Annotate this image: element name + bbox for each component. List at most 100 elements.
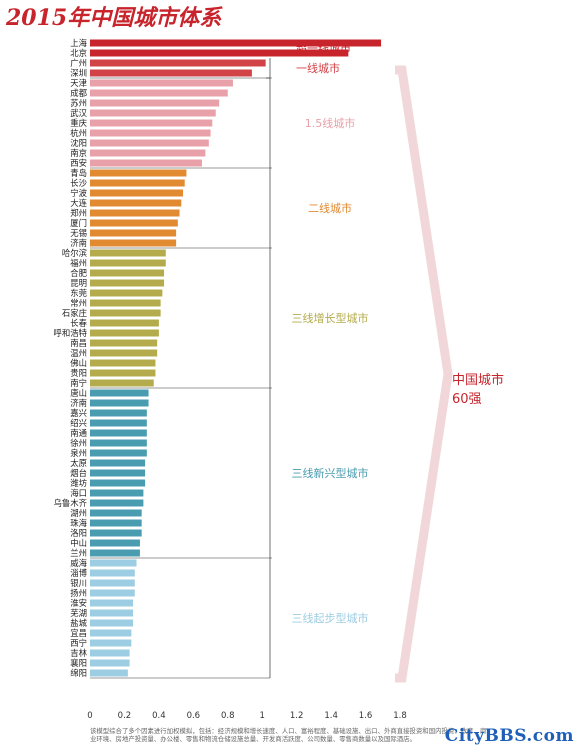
category-label: 绵阳: [70, 668, 87, 678]
category-label: 威海: [70, 558, 87, 568]
bar-哈尔滨: [90, 249, 166, 257]
group-label: 三线起步型城市: [292, 611, 369, 625]
category-label: 湖州: [70, 508, 87, 518]
category-label: 深圳: [70, 68, 87, 78]
category-label: 乌鲁木齐: [54, 498, 88, 508]
bar-杭州: [90, 129, 211, 137]
bar-襄阳: [90, 659, 130, 667]
bar-昆明: [90, 279, 165, 287]
category-label: 贵阳: [70, 368, 87, 378]
bar-贵阳: [90, 369, 156, 377]
category-label: 无锡: [70, 228, 87, 238]
category-label: 南昌: [70, 338, 87, 348]
bar-厦门: [90, 219, 178, 227]
category-label: 天津: [70, 78, 87, 88]
category-label: 成都: [70, 88, 87, 98]
bar-银川: [90, 579, 135, 587]
x-tick-label: 0.6: [187, 711, 201, 721]
category-label: 嘉兴: [70, 408, 87, 418]
bar-济南: [90, 399, 149, 407]
category-label: 绍兴: [70, 418, 87, 428]
category-label: 东莞: [70, 288, 87, 298]
bar-石家庄: [90, 309, 161, 317]
bar-宜昌: [90, 629, 132, 637]
bar-珠海: [90, 519, 142, 527]
bar-佛山: [90, 359, 156, 367]
group-label: 二线城市: [308, 201, 352, 215]
summary-label-line2: 60强: [452, 392, 482, 407]
bar-广州: [90, 59, 266, 67]
bar-淮安: [90, 599, 134, 607]
category-label: 武汉: [70, 108, 87, 118]
bar-兰州: [90, 549, 140, 557]
category-label: 长沙: [70, 178, 87, 188]
category-label: 福州: [70, 258, 87, 268]
category-label: 珠海: [70, 518, 87, 528]
bar-沈阳: [90, 139, 209, 147]
category-label: 南通: [70, 428, 87, 438]
category-label: 太原: [70, 458, 87, 468]
category-label: 盐城: [70, 618, 87, 628]
bar-徐州: [90, 439, 147, 447]
bar-绵阳: [90, 669, 128, 677]
bar-重庆: [90, 119, 213, 127]
category-label: 淮安: [70, 598, 87, 608]
bar-西安: [90, 159, 202, 167]
category-label: 泉州: [70, 448, 87, 458]
bar-成都: [90, 89, 228, 97]
x-tick-label: 1.6: [359, 711, 373, 721]
bar-中山: [90, 539, 140, 547]
bar-无锡: [90, 229, 177, 237]
category-label: 唐山: [70, 388, 87, 398]
group-label: 超一线城市: [296, 41, 351, 55]
category-label: 潍坊: [70, 478, 87, 488]
category-label: 呼和浩特: [54, 328, 88, 338]
bar-唐山: [90, 389, 149, 397]
category-label: 厦门: [70, 218, 87, 228]
bar-盐城: [90, 619, 134, 627]
x-tick-label: 1: [260, 711, 265, 721]
bar-潍坊: [90, 479, 146, 487]
bar-南宁: [90, 379, 154, 387]
bar-嘉兴: [90, 409, 147, 417]
bar-上海: [90, 39, 382, 47]
bar-青岛: [90, 169, 187, 177]
watermark: CityBBS.com: [444, 726, 574, 746]
x-tick-label: 0.4: [152, 711, 166, 721]
category-label: 杭州: [70, 128, 87, 138]
category-label: 徐州: [70, 438, 87, 448]
bar-西宁: [90, 639, 132, 647]
category-label: 佛山: [70, 358, 87, 368]
bar-福州: [90, 259, 166, 267]
bar-威海: [90, 559, 137, 567]
x-tick-label: 0.8: [221, 711, 235, 721]
bar-绍兴: [90, 419, 147, 427]
bar-泉州: [90, 449, 147, 457]
bar-长春: [90, 319, 159, 327]
bar-宁波: [90, 189, 183, 197]
bar-大连: [90, 199, 182, 207]
category-label: 兰州: [70, 548, 87, 558]
bar-北京: [90, 49, 349, 57]
x-tick-label: 0: [87, 711, 92, 721]
category-label: 吉林: [70, 648, 87, 658]
category-label: 淄博: [70, 568, 87, 578]
bar-东莞: [90, 289, 163, 297]
bar-乌鲁木齐: [90, 499, 144, 507]
bar-海口: [90, 489, 144, 497]
bar-温州: [90, 349, 158, 357]
category-label: 苏州: [70, 98, 87, 108]
bar-合肥: [90, 269, 165, 277]
x-tick-label: 1.8: [393, 711, 407, 721]
bar-吉林: [90, 649, 130, 657]
category-label: 重庆: [70, 118, 87, 128]
bar-天津: [90, 79, 233, 87]
category-label: 西安: [70, 158, 87, 168]
category-label: 银川: [70, 578, 87, 588]
bar-烟台: [90, 469, 146, 477]
category-label: 中山: [70, 538, 87, 548]
category-label: 海口: [70, 488, 87, 498]
category-label: 大连: [70, 198, 87, 208]
